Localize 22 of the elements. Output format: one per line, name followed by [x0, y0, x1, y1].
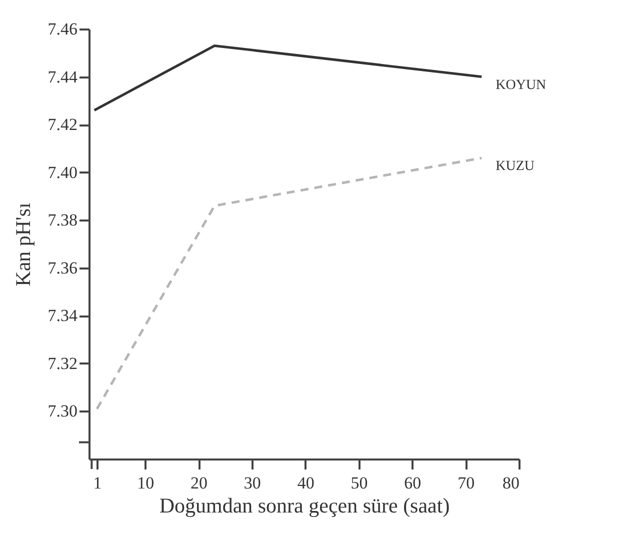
y-axis-title: Kan pH'sı — [10, 202, 35, 286]
y-tick-label: 7.36 — [48, 258, 78, 278]
x-tick-label: 70 — [458, 474, 475, 492]
x-tick-label: 80 — [502, 474, 520, 492]
x-tick-label: 30 — [244, 474, 261, 492]
y-tick-label: 7.34 — [48, 306, 78, 326]
x-tick-label: 60 — [404, 474, 422, 492]
series-label: KUZU — [496, 159, 534, 174]
x-tick-label: 40 — [297, 474, 314, 492]
x-tick-label: 1 — [93, 474, 102, 492]
x-tick-label: 20 — [190, 474, 208, 492]
y-tick-label: 7.30 — [48, 402, 78, 421]
x-axis-title: Doğumdan sonra geçen süre (saat) — [159, 494, 450, 518]
y-tick-label: 7.42 — [48, 115, 78, 134]
y-tick-label: 7.44 — [48, 67, 78, 86]
series-label: KOYUN — [496, 78, 546, 93]
y-tick-label: 7.38 — [48, 210, 78, 230]
x-tick-label: 10 — [137, 474, 154, 492]
y-tick-label: 7.46 — [48, 20, 78, 38]
y-tick-label: 7.40 — [48, 162, 78, 182]
x-tick-label: 50 — [350, 474, 368, 492]
y-tick-label: 7.32 — [48, 354, 78, 373]
